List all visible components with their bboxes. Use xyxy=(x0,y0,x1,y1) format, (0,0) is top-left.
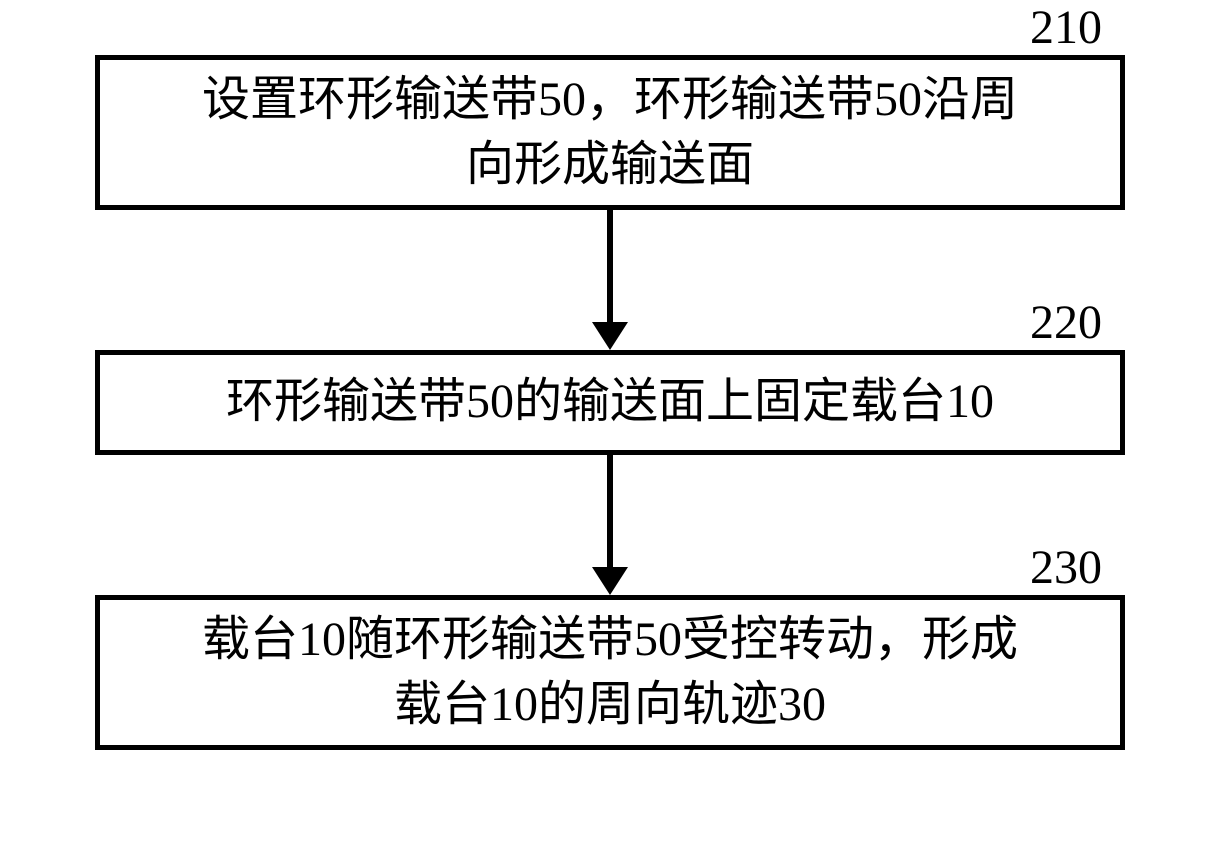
step-box-220: 环形输送带50的输送面上固定载台10 xyxy=(95,350,1125,455)
step-text-210-line1: 设置环形输送带50，环形输送带50沿周 xyxy=(202,68,1018,133)
step-box-210: 设置环形输送带50，环形输送带50沿周 向形成输送面 xyxy=(95,55,1125,210)
arrow-line-210-220 xyxy=(607,210,613,322)
arrow-head-210-220 xyxy=(592,322,628,350)
arrow-line-220-230 xyxy=(607,455,613,567)
step-text-210-line2: 向形成输送面 xyxy=(466,133,754,198)
step-label-230: 230 xyxy=(1030,540,1102,595)
arrow-head-220-230 xyxy=(592,567,628,595)
step-text-220-line1: 环形输送带50的输送面上固定载台10 xyxy=(226,370,994,435)
step-label-220: 220 xyxy=(1030,295,1102,350)
step-text-230-line1: 载台10随环形输送带50受控转动，形成 xyxy=(202,608,1018,673)
step-text-230-line2: 载台10的周向轨迹30 xyxy=(394,673,826,738)
step-label-210: 210 xyxy=(1030,0,1102,55)
step-box-230: 载台10随环形输送带50受控转动，形成 载台10的周向轨迹30 xyxy=(95,595,1125,750)
